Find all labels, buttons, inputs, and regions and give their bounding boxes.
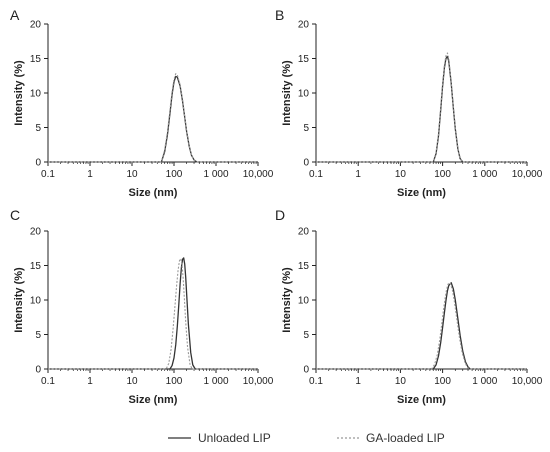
series-line-unloaded (48, 75, 258, 163)
x-tick-label: 10 (395, 169, 407, 180)
y-tick-label: 0 (35, 365, 41, 376)
x-tick-label: 0.1 (41, 376, 55, 387)
y-tick-label: 20 (30, 20, 42, 31)
y-tick-label: 10 (30, 296, 42, 307)
x-axis-label: Size (nm) (129, 187, 178, 199)
x-tick-label: 10 (126, 169, 138, 180)
series-line-unloaded (316, 55, 527, 163)
x-tick-label: 10,000 (243, 376, 274, 387)
y-tick-label: 0 (303, 365, 309, 376)
x-tick-label: 100 (434, 376, 451, 387)
y-tick-label: 5 (35, 330, 41, 341)
x-tick-label: 10 (126, 376, 138, 387)
x-tick-label: 100 (166, 376, 183, 387)
x-tick-label: 1 (87, 376, 93, 387)
y-tick-label: 20 (30, 227, 42, 238)
y-tick-label: 10 (298, 296, 310, 307)
chart-panel-d: D 0 5 10 15 20 0.1 1 10 100 1 000 10,000 Size (nm) In… (275, 207, 543, 406)
chart-panel-a: A 0 5 10 15 20 0.1 1 10 100 1 000 10,000 Size (nm) In… (10, 7, 274, 199)
panel-label: D (275, 207, 285, 223)
x-tick-label: 1 000 (203, 376, 228, 387)
x-axis-label: Size (nm) (397, 187, 446, 199)
x-tick-label: 10,000 (512, 376, 543, 387)
x-tick-label: 0.1 (309, 376, 323, 387)
x-tick-label: 0.1 (41, 169, 55, 180)
y-axis-label: Intensity (%) (281, 267, 293, 333)
x-tick-label: 1 (355, 376, 361, 387)
x-tick-label: 1 (355, 169, 361, 180)
x-tick-label: 1 (87, 169, 93, 180)
y-tick-label: 5 (35, 123, 41, 134)
x-tick-label: 10,000 (512, 169, 543, 180)
legend-label-unloaded: Unloaded LIP (198, 431, 271, 445)
y-axis-label: Intensity (%) (13, 267, 25, 333)
y-axis-label: Intensity (%) (281, 60, 293, 126)
x-tick-label: 1 000 (472, 376, 497, 387)
series-line-ga-loaded (316, 282, 527, 370)
panel-label: B (275, 7, 284, 23)
x-axis-label: Size (nm) (397, 394, 446, 406)
y-tick-label: 15 (298, 54, 310, 65)
legend-label-ga-loaded: GA-loaded LIP (366, 431, 445, 445)
y-tick-label: 20 (298, 20, 310, 31)
series-line-ga-loaded (48, 258, 258, 370)
series-line-ga-loaded (48, 73, 258, 163)
y-tick-label: 5 (303, 123, 309, 134)
chart-panel-c: C 0 5 10 15 20 0.1 1 10 100 1 000 10,000 Size (nm) In… (10, 207, 274, 406)
y-tick-label: 20 (298, 227, 310, 238)
y-tick-label: 10 (298, 89, 310, 100)
y-tick-label: 10 (30, 89, 42, 100)
y-tick-label: 15 (30, 261, 42, 272)
panel-label: C (10, 207, 20, 223)
x-tick-label: 10,000 (243, 169, 274, 180)
x-tick-label: 100 (166, 169, 183, 180)
x-tick-label: 100 (434, 169, 451, 180)
x-tick-label: 0.1 (309, 169, 323, 180)
y-axis-label: Intensity (%) (13, 60, 25, 126)
series-line-ga-loaded (316, 52, 527, 163)
x-axis-label: Size (nm) (129, 394, 178, 406)
x-tick-label: 1 000 (203, 169, 228, 180)
x-tick-label: 10 (395, 376, 407, 387)
legend: Unloaded LIP GA-loaded LIP (168, 431, 445, 445)
y-tick-label: 0 (303, 158, 309, 169)
y-tick-label: 15 (30, 54, 42, 65)
series-line-unloaded (48, 257, 258, 370)
panel-label: A (10, 7, 20, 23)
x-tick-label: 1 000 (472, 169, 497, 180)
y-tick-label: 0 (35, 158, 41, 169)
chart-panel-b: B 0 5 10 15 20 0.1 1 10 100 1 000 10,000 Size (nm) In… (275, 7, 543, 199)
y-tick-label: 5 (303, 330, 309, 341)
series-line-unloaded (316, 282, 527, 370)
y-tick-label: 15 (298, 261, 310, 272)
